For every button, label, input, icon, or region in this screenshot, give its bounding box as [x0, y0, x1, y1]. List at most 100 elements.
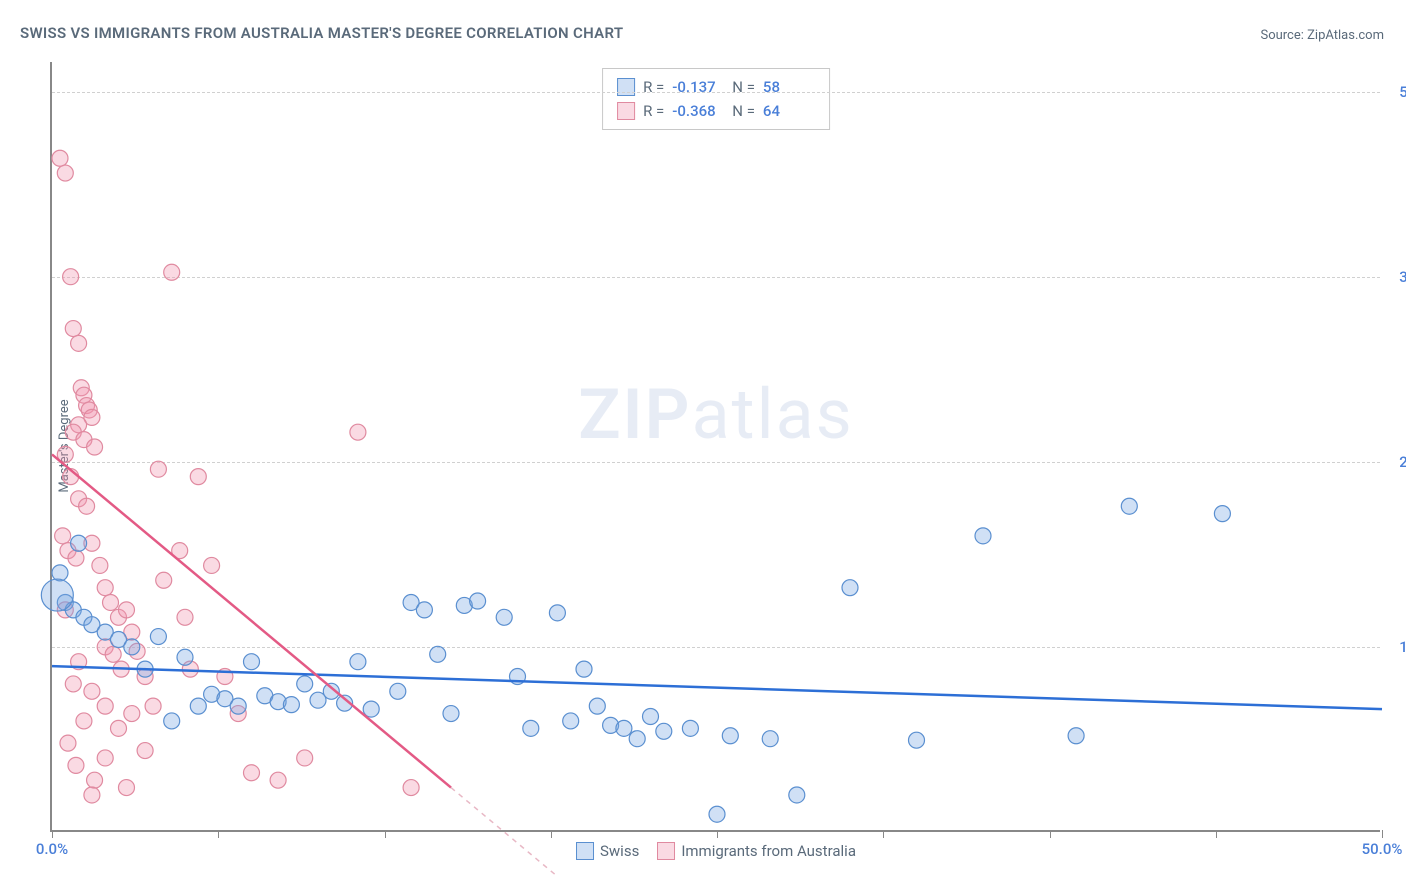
legend-label-swiss: Swiss — [600, 842, 639, 860]
data-point — [709, 806, 725, 822]
x-tick-label: 50.0% — [1362, 840, 1403, 858]
chart-title: SWISS VS IMMIGRANTS FROM AUSTRALIA MASTE… — [20, 24, 623, 42]
correlation-chart: SWISS VS IMMIGRANTS FROM AUSTRALIA MASTE… — [0, 0, 1406, 892]
data-point — [443, 706, 459, 722]
x-tick — [551, 830, 552, 838]
data-point — [177, 649, 193, 665]
data-point — [270, 772, 286, 788]
data-point — [164, 713, 180, 729]
data-point — [97, 698, 113, 714]
legend-series: Swiss Immigrants from Australia — [576, 842, 856, 860]
legend-item-swiss: Swiss — [576, 842, 639, 860]
x-tick — [218, 830, 219, 838]
data-point — [52, 565, 68, 581]
data-point — [549, 605, 565, 621]
data-point — [150, 629, 166, 645]
data-point — [118, 602, 134, 618]
data-point — [244, 765, 260, 781]
data-point — [403, 780, 419, 796]
trend-line — [451, 788, 557, 877]
data-point — [762, 731, 778, 747]
data-point — [92, 557, 108, 573]
data-point — [103, 594, 119, 610]
x-tick-label: 0.0% — [36, 840, 68, 858]
data-point — [1068, 728, 1084, 744]
data-point — [137, 743, 153, 759]
data-point — [150, 461, 166, 477]
data-point — [55, 528, 71, 544]
data-point — [789, 787, 805, 803]
data-point — [71, 335, 87, 351]
data-point — [97, 750, 113, 766]
x-tick — [717, 830, 718, 838]
data-point — [350, 424, 366, 440]
data-point — [297, 676, 313, 692]
data-point — [164, 264, 180, 280]
swatch-swiss-bottom — [576, 842, 594, 860]
data-point — [65, 321, 81, 337]
data-point — [616, 720, 632, 736]
x-tick — [385, 830, 386, 838]
data-point — [416, 602, 432, 618]
y-tick-label: 37.5% — [1399, 268, 1406, 286]
x-tick — [52, 830, 53, 838]
data-point — [63, 269, 79, 285]
data-point — [87, 772, 103, 788]
legend-item-immigrants: Immigrants from Australia — [657, 842, 856, 860]
data-point — [523, 720, 539, 736]
x-tick — [1050, 830, 1051, 838]
data-point — [71, 535, 87, 551]
data-point — [190, 698, 206, 714]
plot-area: ZIPatlas R = -0.137 N = 58 R = -0.368 N … — [50, 62, 1380, 832]
data-point — [97, 580, 113, 596]
source-attribution: Source: ZipAtlas.com — [1260, 28, 1384, 43]
data-point — [84, 787, 100, 803]
data-point — [118, 780, 134, 796]
data-point — [1121, 498, 1137, 514]
data-point — [1214, 506, 1230, 522]
data-point — [297, 750, 313, 766]
data-point — [111, 720, 127, 736]
data-point — [589, 698, 605, 714]
data-point — [52, 150, 68, 166]
y-tick-label: 50.0% — [1399, 83, 1406, 101]
data-point — [76, 713, 92, 729]
swatch-immigrants-bottom — [657, 842, 675, 860]
y-tick-label: 25.0% — [1399, 453, 1406, 471]
data-point — [496, 609, 512, 625]
data-point — [41, 579, 73, 611]
data-point — [283, 697, 299, 713]
source-name: ZipAtlas.com — [1307, 28, 1384, 43]
data-point — [57, 165, 73, 181]
data-point — [87, 439, 103, 455]
trend-line — [52, 666, 1382, 709]
data-point — [350, 654, 366, 670]
source-prefix: Source: — [1260, 28, 1307, 43]
scatter-svg — [52, 62, 1380, 830]
x-tick — [1382, 830, 1383, 838]
data-point — [430, 646, 446, 662]
data-point — [84, 683, 100, 699]
data-point — [156, 572, 172, 588]
data-point — [563, 713, 579, 729]
data-point — [629, 731, 645, 747]
data-point — [230, 698, 246, 714]
data-point — [60, 735, 76, 751]
data-point — [244, 654, 260, 670]
data-point — [124, 639, 140, 655]
legend-label-immigrants: Immigrants from Australia — [681, 842, 856, 860]
data-point — [190, 469, 206, 485]
y-tick-label: 12.5% — [1399, 638, 1406, 656]
data-point — [470, 593, 486, 609]
data-point — [722, 728, 738, 744]
data-point — [390, 683, 406, 699]
data-point — [643, 709, 659, 725]
data-point — [124, 706, 140, 722]
data-point — [68, 550, 84, 566]
data-point — [576, 661, 592, 677]
data-point — [65, 676, 81, 692]
x-tick — [883, 830, 884, 838]
data-point — [975, 528, 991, 544]
data-point — [909, 732, 925, 748]
data-point — [177, 609, 193, 625]
